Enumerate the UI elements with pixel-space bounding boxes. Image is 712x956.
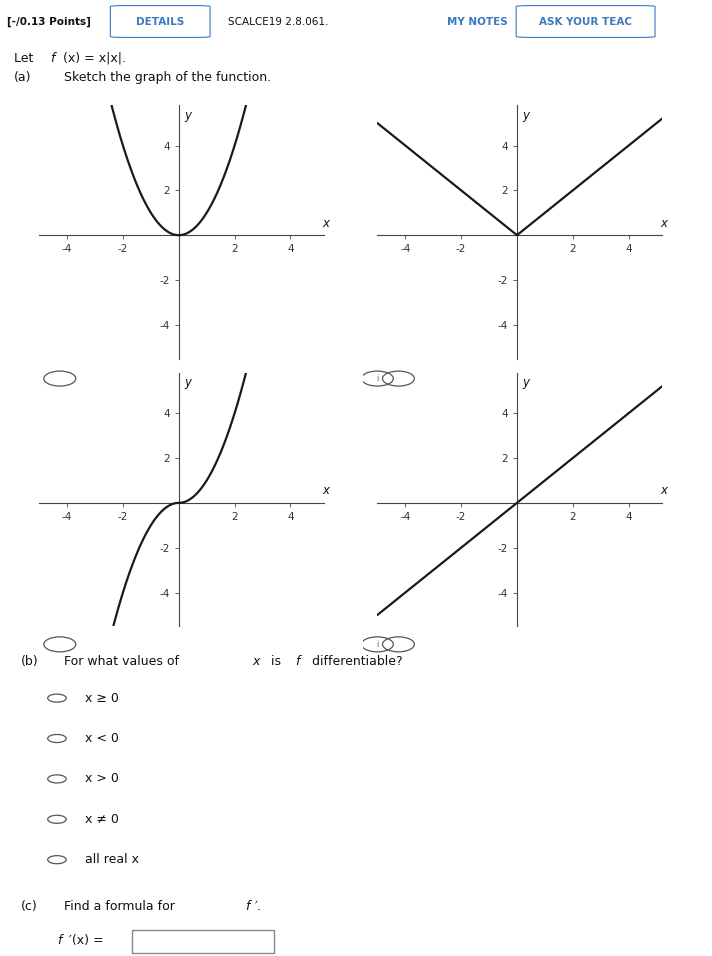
Text: f: f: [246, 901, 250, 913]
Text: is: is: [267, 655, 285, 667]
Text: x: x: [323, 485, 330, 497]
Text: Sketch the graph of the function.: Sketch the graph of the function.: [64, 71, 271, 84]
Text: SCALCE19 2.8.061.: SCALCE19 2.8.061.: [228, 16, 328, 27]
FancyBboxPatch shape: [132, 929, 274, 953]
Text: differentiable?: differentiable?: [308, 655, 402, 667]
Text: f: f: [57, 934, 61, 947]
Text: Find a formula for: Find a formula for: [64, 901, 179, 913]
Text: ′.: ′.: [255, 901, 262, 913]
Text: (a): (a): [14, 71, 32, 84]
FancyBboxPatch shape: [110, 6, 210, 37]
Text: all real x: all real x: [85, 853, 140, 866]
Text: DETAILS: DETAILS: [136, 16, 184, 27]
Text: x > 0: x > 0: [85, 772, 120, 786]
Text: x < 0: x < 0: [85, 732, 120, 745]
Text: x: x: [661, 217, 668, 229]
Text: x: x: [661, 485, 668, 497]
Text: f: f: [295, 655, 300, 667]
Text: i: i: [376, 374, 379, 383]
Text: y: y: [523, 377, 530, 389]
Text: (x) = x|x|.: (x) = x|x|.: [63, 52, 125, 65]
Text: MY NOTES: MY NOTES: [446, 16, 508, 27]
Text: i: i: [376, 640, 379, 649]
FancyBboxPatch shape: [516, 6, 655, 37]
Text: y: y: [184, 377, 192, 389]
Text: x: x: [253, 655, 260, 667]
Text: x: x: [323, 217, 330, 229]
Text: ′(x) =: ′(x) =: [69, 934, 104, 947]
Text: (b): (b): [21, 655, 39, 667]
Text: For what values of: For what values of: [64, 655, 183, 667]
Text: x ≠ 0: x ≠ 0: [85, 813, 120, 826]
Text: ASK YOUR TEAC: ASK YOUR TEAC: [539, 16, 632, 27]
Text: f: f: [50, 52, 54, 65]
Text: [-/0.13 Points]: [-/0.13 Points]: [7, 16, 91, 27]
Text: x ≥ 0: x ≥ 0: [85, 691, 120, 705]
Text: y: y: [184, 109, 192, 121]
Text: Let: Let: [14, 52, 38, 65]
Text: (c): (c): [21, 901, 38, 913]
Text: y: y: [523, 109, 530, 121]
